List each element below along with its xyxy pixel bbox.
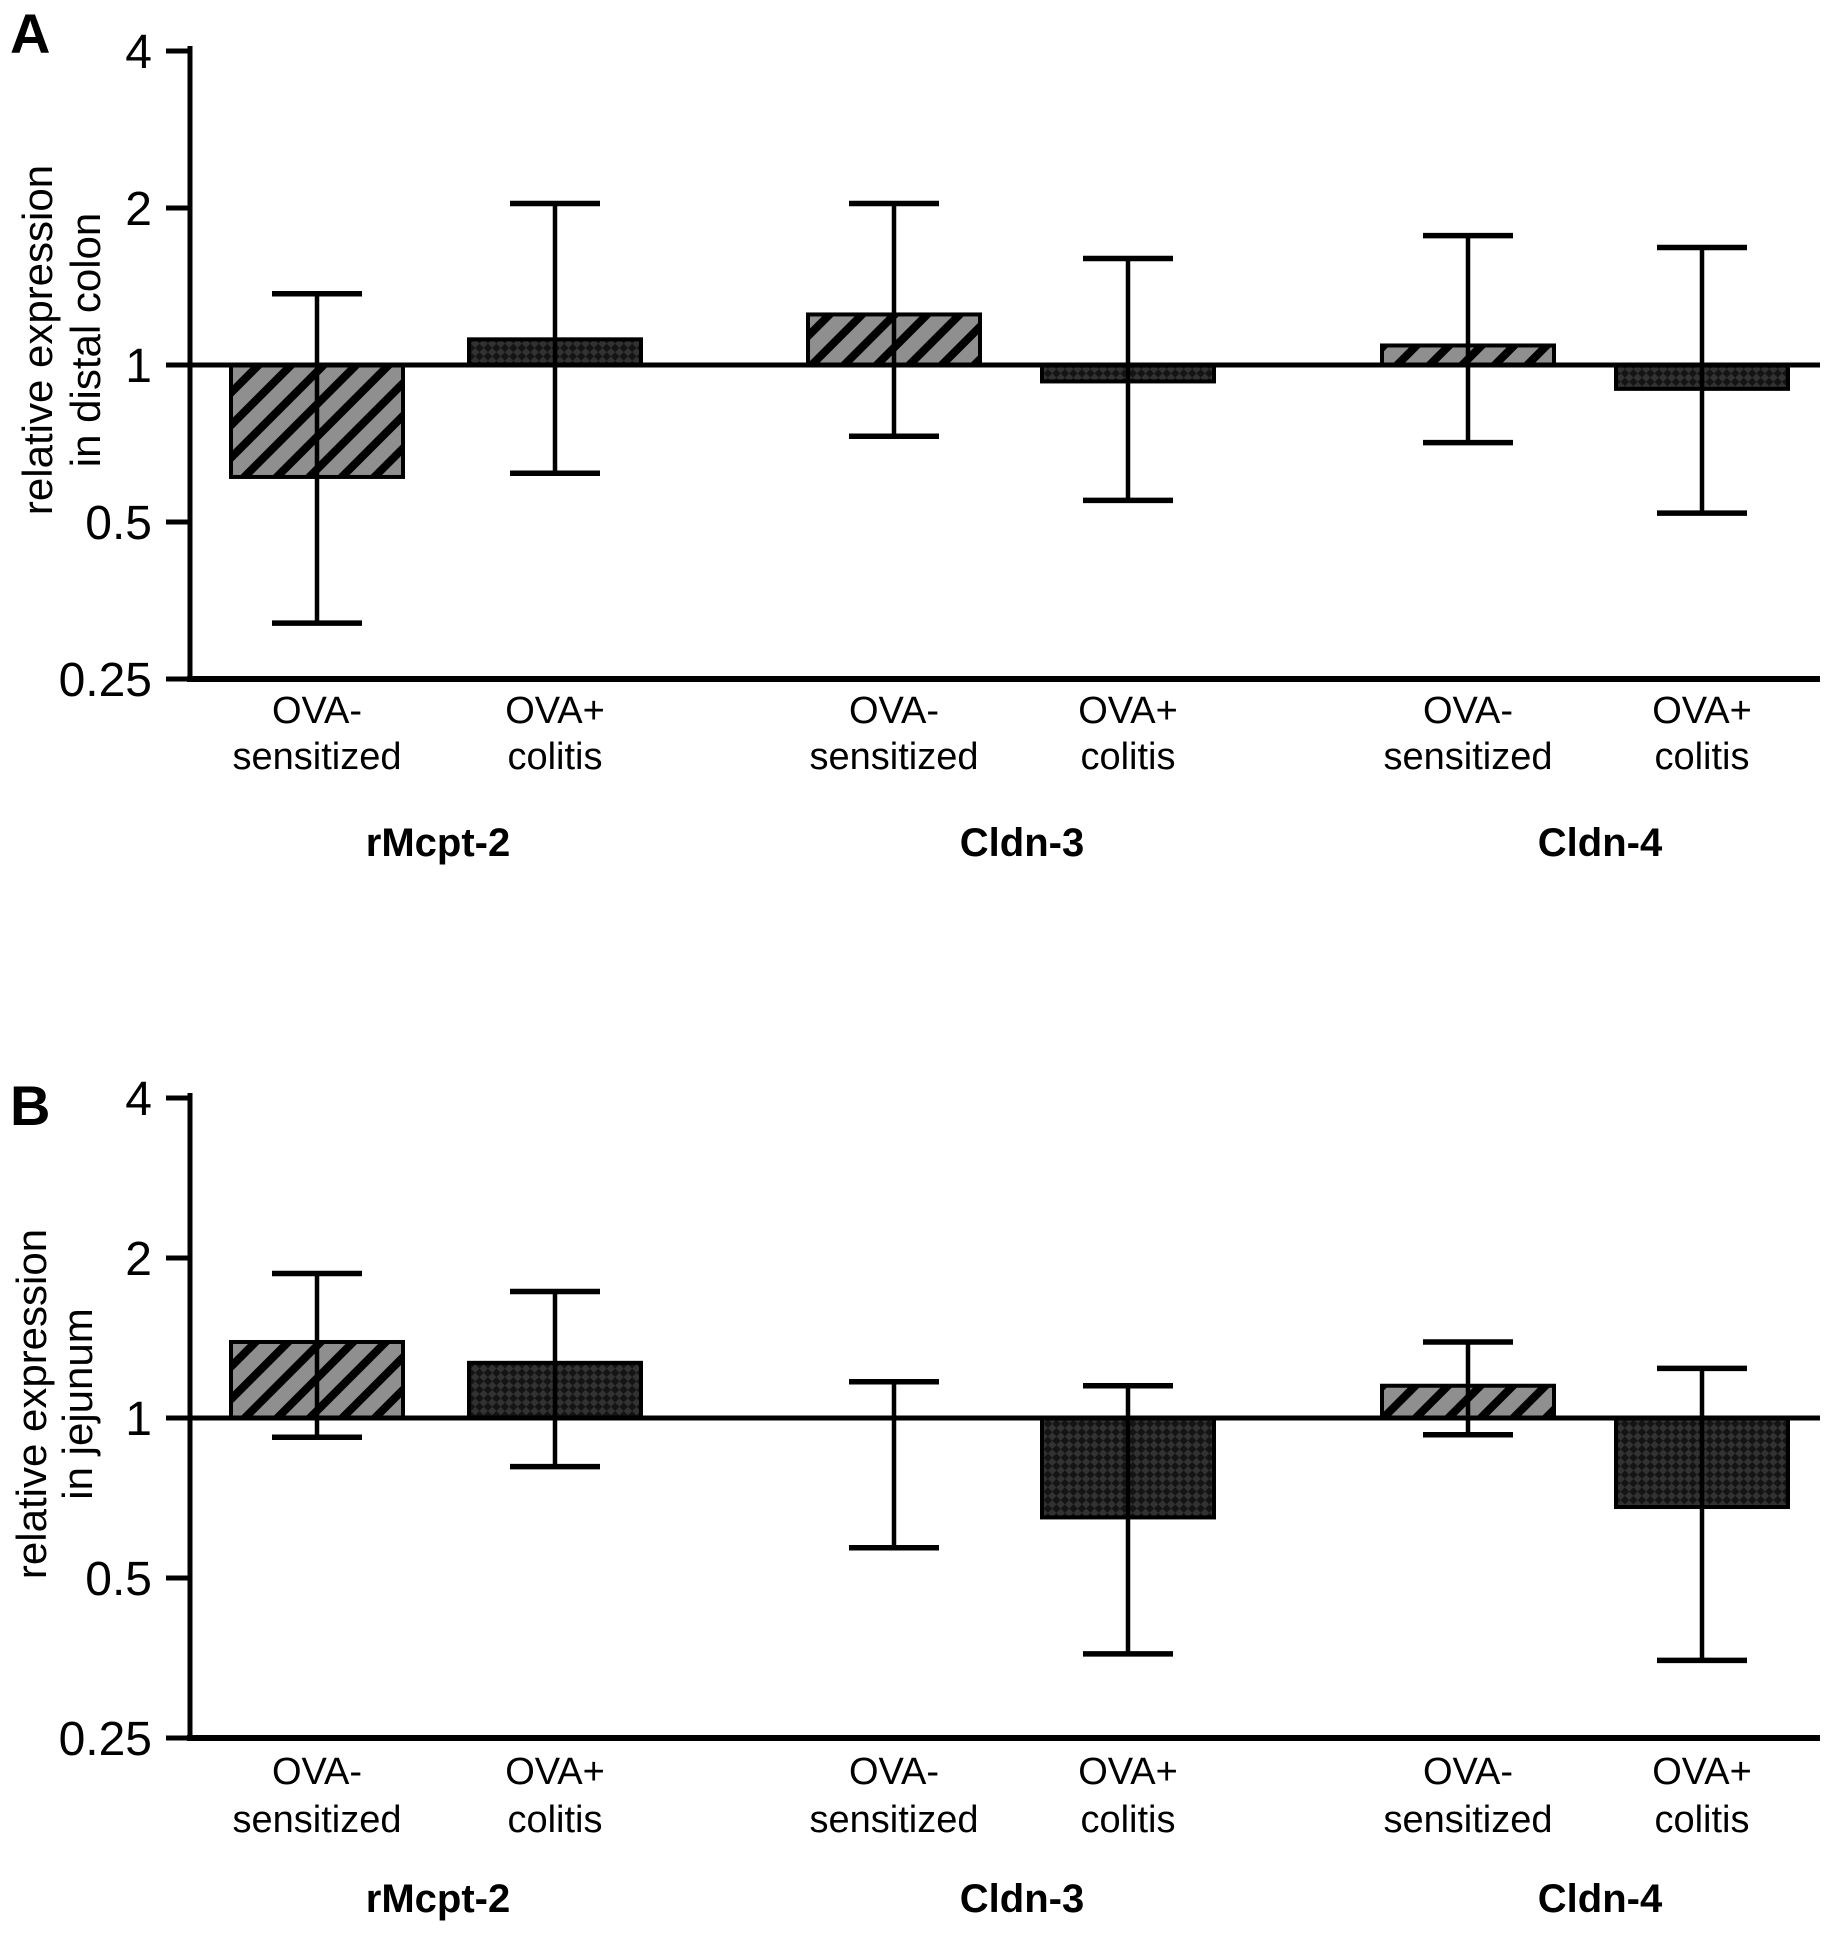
panel-a-letter: A <box>10 2 51 65</box>
condition-label-line1: OVA+ <box>505 1751 605 1793</box>
y-axis-label-line1: relative expression <box>8 1229 55 1579</box>
y-tick-label: 0.25 <box>59 654 152 707</box>
condition-label-line2: sensitized <box>810 736 979 778</box>
condition-label-line1: OVA- <box>849 690 939 732</box>
group-label: Cldn-4 <box>1538 1877 1663 1921</box>
condition-label-line2: sensitized <box>233 736 402 778</box>
condition-label-line1: OVA+ <box>1078 1751 1178 1793</box>
condition-label-line2: colitis <box>1654 736 1749 778</box>
y-tick-label: 2 <box>125 183 152 236</box>
condition-label-line2: colitis <box>507 736 602 778</box>
condition-label-line1: OVA- <box>1423 690 1513 732</box>
condition-label-line1: OVA- <box>849 1751 939 1793</box>
condition-label-line1: OVA+ <box>1652 690 1752 732</box>
y-tick-label: 0.25 <box>59 1713 152 1766</box>
y-tick-label: 4 <box>125 1073 152 1126</box>
condition-label-line1: OVA+ <box>1078 690 1178 732</box>
condition-label-line1: OVA- <box>272 690 362 732</box>
condition-label-line2: colitis <box>1654 1799 1749 1841</box>
y-tick-label: 0.5 <box>85 1553 152 1606</box>
condition-label-line1: OVA+ <box>505 690 605 732</box>
y-tick-label: 1 <box>125 1393 152 1446</box>
condition-label-line2: sensitized <box>1384 1799 1553 1841</box>
y-tick-label: 2 <box>125 1233 152 1286</box>
condition-label-line1: OVA+ <box>1652 1751 1752 1793</box>
group-label: rMcpt-2 <box>366 821 510 865</box>
y-axis-label-line2: in distal colon <box>62 213 109 467</box>
condition-label-line2: colitis <box>507 1799 602 1841</box>
condition-label-line2: sensitized <box>810 1799 979 1841</box>
condition-label-line2: sensitized <box>233 1799 402 1841</box>
condition-label-line2: sensitized <box>1384 736 1553 778</box>
y-tick-label: 4 <box>125 26 152 79</box>
y-axis-label-line2: in jejunum <box>54 1308 101 1499</box>
panel-b-chart: 4 2 1 0.5 0.25 OVA-sensitized OVA+ colitis OVA-s… <box>8 1073 1820 1921</box>
y-axis-label-line1: relative expression <box>14 165 61 515</box>
y-tick-label: 1 <box>125 340 152 393</box>
panel-b-letter: B <box>10 1074 51 1137</box>
condition-label-line1: OVA- <box>272 1751 362 1793</box>
y-tick-label: 0.5 <box>85 497 152 550</box>
condition-label-line1: OVA- <box>1423 1751 1513 1793</box>
panel-a-chart: 4210.50.25OVA-sensitizedOVA+colitisOVA-s… <box>14 26 1820 865</box>
group-label: Cldn-3 <box>960 821 1084 865</box>
group-label: rMcpt-2 <box>366 1877 510 1921</box>
group-label: Cldn-3 <box>960 1877 1084 1921</box>
condition-label-line2: colitis <box>1080 1799 1175 1841</box>
condition-label-line2: colitis <box>1080 736 1175 778</box>
group-label: Cldn-4 <box>1538 821 1663 865</box>
